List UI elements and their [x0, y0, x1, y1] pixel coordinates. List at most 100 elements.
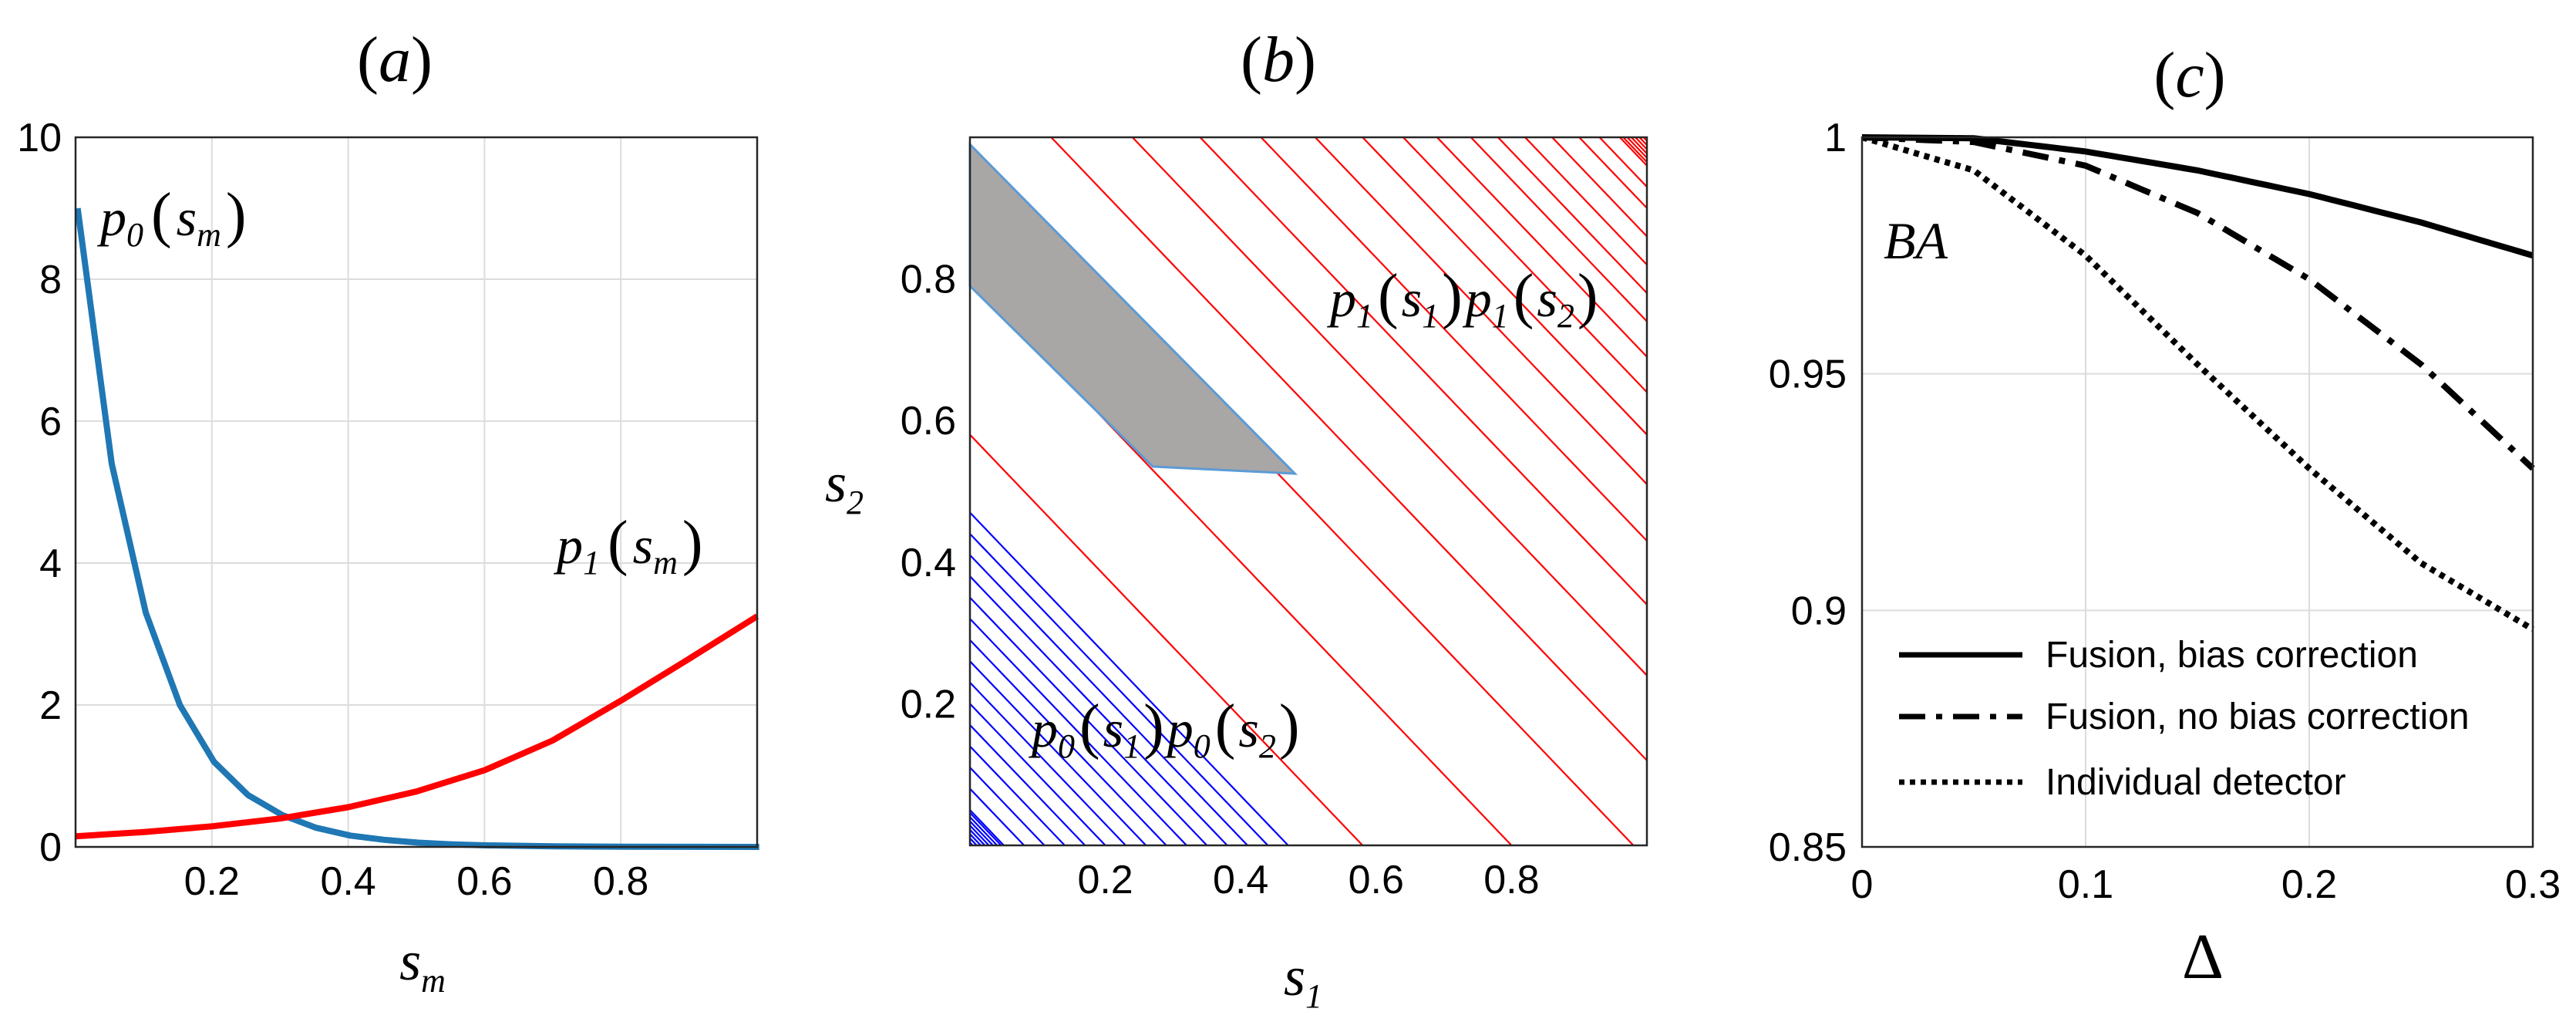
red-contour-line [1635, 137, 1648, 150]
blue-contour-line [969, 575, 1228, 846]
blue-contour-line [969, 639, 1167, 846]
y-tick-label: 1 [1824, 116, 1847, 160]
x-tick-label: 0.2 [184, 859, 240, 904]
blue-contour-line [969, 554, 1248, 846]
panel-c-series [1860, 134, 2535, 632]
panel-a-series [74, 207, 759, 850]
panel-a-title: (a) [357, 24, 433, 96]
panel-b-title-letter: b [1262, 24, 1295, 96]
blue-contour-line [969, 660, 1147, 846]
blue-contour-line [969, 833, 982, 846]
annotation-p1-sm: p1 (sm) [554, 509, 703, 582]
blue-contour-line [969, 703, 1106, 846]
panel-a-tick-labels: 0.2 0.4 0.6 0.8 0 2 4 6 8 10 [17, 116, 648, 904]
x-tick-label: 0.2 [2281, 862, 2337, 907]
legend-label: Fusion, bias correction [2046, 635, 2418, 676]
panel-b-xlabel: s1 [1284, 946, 1322, 1015]
series-line-p1 [75, 613, 759, 840]
red-contour-line [1131, 137, 1648, 676]
panel-c-axes-frame [1860, 136, 2534, 848]
blue-contour-line [969, 809, 1005, 846]
blue-contour-line [969, 829, 986, 846]
red-contour-line [1631, 137, 1648, 154]
legend-label: Fusion, no bias correction [2046, 697, 2470, 737]
annotation-ba: BA [1884, 211, 1948, 270]
annotation-p0s1-p0s2: p0(s1)p0(s2) [1029, 693, 1300, 765]
panel-b-axes-frame [968, 136, 1648, 847]
blue-contour-line [969, 825, 990, 846]
y-tick-label: 4 [39, 541, 62, 586]
y-tick-label: 10 [17, 116, 62, 160]
y-tick-label: 2 [39, 683, 62, 728]
red-contour-line [1598, 137, 1648, 188]
x-tick-label: 0.8 [593, 859, 648, 904]
x-tick-label: 0.1 [2058, 862, 2113, 907]
y-tick-label: 0.85 [1769, 825, 1847, 870]
y-tick-label: 0.4 [901, 541, 956, 585]
series-line-dotted [1860, 134, 2535, 632]
red-contour-line [1362, 137, 1648, 436]
panel-b-gray-region [968, 141, 1298, 475]
legend-label: Individual detector [2046, 762, 2346, 803]
y-tick-label: 6 [39, 400, 62, 444]
red-contour-line [1622, 137, 1648, 163]
blue-contour-line [969, 788, 1025, 846]
red-contour-line [1578, 137, 1648, 209]
red-contour-line [1638, 137, 1648, 146]
blue-contour-line [969, 816, 998, 846]
x-tick-label: 0.3 [2505, 862, 2561, 907]
red-contour-line [1626, 137, 1648, 159]
panel-b-ylabel: s2 [825, 452, 864, 521]
x-tick-label: 0.6 [1349, 858, 1404, 902]
panel-a-axes-frame [74, 136, 759, 848]
x-tick-label: 0 [1851, 862, 1874, 907]
x-tick-label: 0.8 [1483, 858, 1539, 902]
panel-b-chart: 0.2 0.4 0.6 0.8 0.2 0.4 0.6 0.8 p1(s1)p1(s2) p0… [825, 136, 1648, 1015]
red-contour-line [1619, 137, 1648, 167]
x-tick-label: 0.4 [320, 859, 375, 904]
red-contour-line [969, 433, 1364, 846]
blue-contour-line [969, 838, 978, 846]
panel-a-xlabel: sm [399, 930, 446, 1000]
red-contour-line [1199, 137, 1648, 605]
red-contour-line [1314, 137, 1648, 485]
blue-contour-line [969, 724, 1086, 846]
blue-contour-line [969, 745, 1066, 846]
y-tick-label: 0.2 [901, 682, 956, 727]
x-tick-label: 0.2 [1077, 858, 1133, 902]
x-tick-label: 0.6 [456, 859, 512, 904]
panel-c-title-letter: c [2175, 39, 2204, 111]
annotation-p1s1-p1s2: p1(s1)p1(s2) [1327, 262, 1598, 335]
y-tick-label: 0.95 [1769, 352, 1847, 397]
y-tick-label: 0.6 [901, 399, 956, 444]
blue-contour-line [969, 596, 1208, 846]
y-tick-label: 0.9 [1791, 589, 1847, 633]
panel-b-tick-labels: 0.2 0.4 0.6 0.8 0.2 0.4 0.6 0.8 [901, 258, 1540, 902]
series-line-solid [1861, 134, 2534, 259]
red-contour-line [1260, 137, 1648, 542]
panel-b-contours [969, 137, 1648, 846]
red-contour-line [1524, 137, 1648, 266]
panel-c-tick-labels: 0 0.1 0.2 0.3 0.85 0.9 0.95 1 [1769, 116, 2561, 907]
panel-c-grid [1861, 137, 2534, 848]
blue-contour-line [969, 511, 1289, 846]
annotation-p0-sm: p0 (sm) [97, 181, 247, 254]
panel-b-title: (b) [1241, 24, 1316, 96]
y-tick-label: 0.8 [901, 258, 956, 302]
red-contour-line [1402, 137, 1648, 393]
blue-contour-line [969, 618, 1187, 846]
panel-c-title: (c) [2153, 39, 2225, 111]
blue-contour-line [969, 682, 1126, 846]
red-contour-line [1050, 137, 1648, 761]
red-contour-line [1497, 137, 1648, 294]
red-contour-line [1470, 137, 1648, 322]
panel-a-chart: 0.2 0.4 0.6 0.8 0 2 4 6 8 10 p0 (sm) p1 (sm) sm [17, 116, 759, 1000]
red-contour-line [1551, 137, 1648, 238]
x-tick-label: 0.4 [1213, 858, 1268, 902]
red-contour-line [1436, 137, 1648, 358]
series-line-p0 [74, 207, 759, 850]
series-line-dashdot [1861, 134, 2535, 471]
blue-contour-line [969, 821, 994, 846]
blue-contour-line [969, 767, 1046, 846]
